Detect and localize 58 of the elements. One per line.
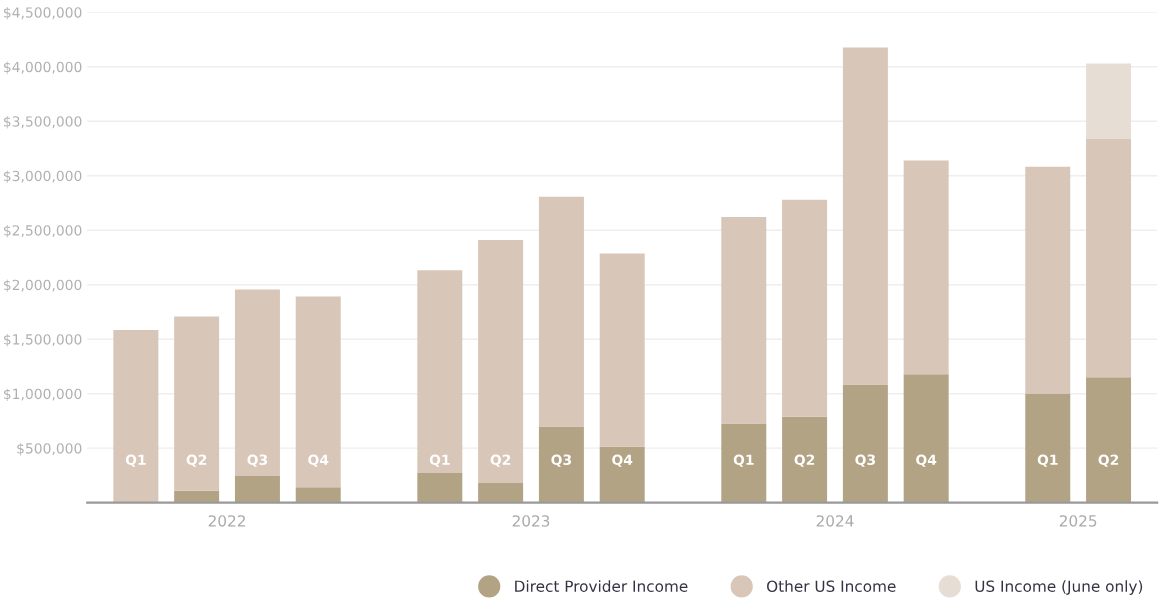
x-tick-label: Q2	[490, 454, 511, 467]
x-tick-label: Q2	[186, 454, 207, 467]
legend-label: Direct Provider Income	[515, 580, 688, 592]
bar	[842, 47, 888, 385]
y-tick-label: $2,000,000	[3, 279, 82, 293]
text: 2022	[208, 515, 245, 527]
bar	[903, 374, 949, 503]
legend-label: US Income (June only)	[975, 580, 1143, 595]
bar	[234, 475, 280, 503]
bar	[113, 330, 159, 503]
y-tick-label: $500,000	[17, 442, 82, 456]
bar	[417, 270, 463, 473]
bar	[721, 423, 767, 503]
bar	[1086, 63, 1132, 139]
y-tick-label: $2,500,000	[3, 224, 82, 238]
bar	[478, 482, 524, 503]
bar	[599, 253, 645, 447]
text: 2023	[512, 515, 550, 527]
y-tick-label: $4,000,000	[3, 61, 82, 75]
x-tick-label: Q4	[612, 454, 633, 467]
bar	[1025, 166, 1071, 394]
bar	[538, 426, 584, 503]
x-tick-label: Q1	[1037, 454, 1058, 467]
y-tick-label: $4,500,000	[3, 6, 82, 20]
x-tick-label: Q2	[794, 454, 815, 467]
bar	[721, 217, 767, 424]
bar	[295, 296, 341, 488]
bar	[478, 240, 524, 483]
x-tick-label: Q3	[855, 454, 876, 467]
legend-label: Other US Income	[767, 580, 896, 592]
bar	[1086, 377, 1132, 503]
bar	[174, 490, 220, 503]
x-tick-label: Q3	[247, 454, 268, 467]
bar	[1086, 139, 1132, 378]
x-tick-label: Q4	[308, 454, 329, 467]
bar	[234, 289, 280, 476]
bar	[842, 384, 888, 503]
bar	[295, 487, 341, 503]
bar	[782, 199, 828, 417]
bar	[538, 196, 584, 427]
y-tick-label: $3,000,000	[3, 170, 82, 184]
x-tick-label: Q1	[125, 454, 146, 467]
y-tick-label: $3,500,000	[3, 115, 82, 129]
x-tick-label: Q3	[551, 454, 572, 467]
text: 2025	[1059, 515, 1097, 527]
bar	[1025, 393, 1071, 503]
y-tick-label: $1,500,000	[3, 333, 82, 347]
bar	[174, 316, 220, 491]
x-tick-label: Q1	[733, 454, 754, 467]
x-tick-label: Q1	[429, 454, 450, 467]
y-tick-label: $1,000,000	[3, 388, 82, 401]
text: 2024	[816, 515, 854, 527]
bar	[599, 446, 645, 503]
bar	[903, 160, 949, 375]
x-tick-label: Q4	[916, 454, 937, 467]
bar	[417, 472, 463, 503]
bar	[782, 416, 828, 503]
x-tick-label: Q2	[1098, 454, 1119, 467]
